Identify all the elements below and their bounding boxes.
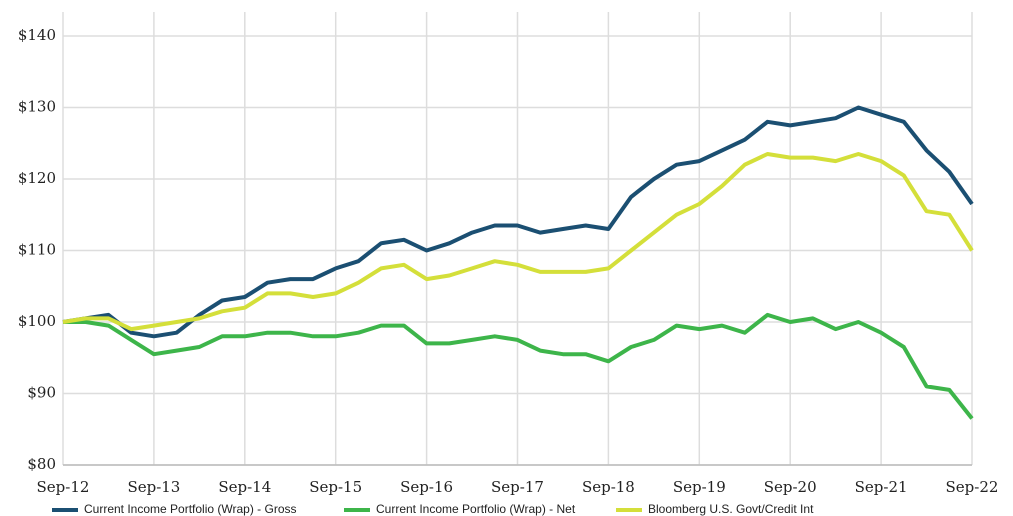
legend-label: Current Income Portfolio (Wrap) - Net	[376, 502, 576, 516]
x-tick-label: Sep-14	[218, 478, 271, 496]
series-line	[62, 105, 974, 339]
series-line	[62, 152, 974, 332]
y-tick-label: $110	[18, 241, 56, 259]
legend-label: Current Income Portfolio (Wrap) - Gross	[84, 502, 297, 516]
x-tick-label: Sep-22	[946, 478, 999, 496]
x-tick-label: Sep-15	[309, 478, 362, 496]
x-tick-label: Sep-21	[855, 478, 908, 496]
x-tick-label: Sep-19	[673, 478, 726, 496]
y-tick-label: $130	[18, 98, 56, 116]
x-tick-label: Sep-13	[127, 478, 180, 496]
series-line	[63, 312, 974, 420]
x-tick-label: Sep-12	[37, 478, 90, 496]
y-tick-label: $140	[18, 26, 56, 44]
x-tick-label: Sep-20	[764, 478, 817, 496]
x-tick-label: Sep-16	[400, 478, 453, 496]
y-tick-label: $100	[18, 312, 56, 330]
y-tick-label: $90	[27, 384, 56, 402]
x-tick-label: Sep-17	[491, 478, 544, 496]
legend-label: Bloomberg U.S. Govt/Credit Int	[648, 502, 814, 516]
y-tick-label: $120	[18, 169, 56, 187]
y-tick-label: $80	[27, 455, 56, 473]
x-tick-label: Sep-18	[582, 478, 635, 496]
